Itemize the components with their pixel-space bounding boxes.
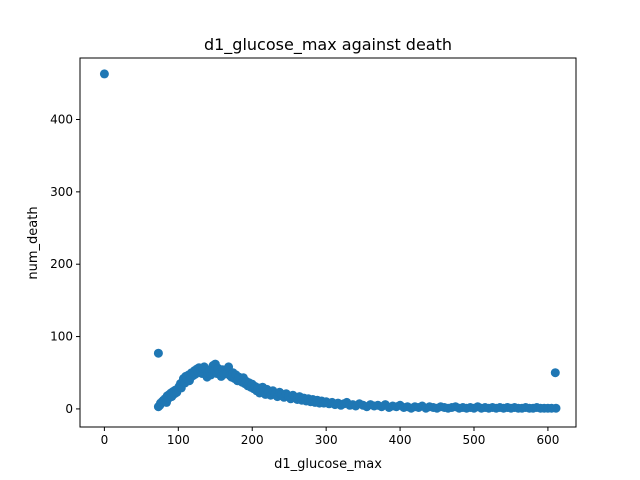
points-layer [99,69,561,413]
x-tick-label: 400 [389,433,412,447]
y-tick-label: 300 [50,185,73,199]
data-point [550,368,560,378]
x-tick-label: 500 [463,433,486,447]
data-point [153,348,163,358]
y-axis-ticks: 0 100 200 300 400 [50,113,80,416]
x-tick-label: 100 [167,433,190,447]
x-axis-label: d1_glucose_max [274,457,382,472]
x-tick-label: 200 [241,433,264,447]
y-tick-label: 400 [50,113,73,127]
y-tick-label: 100 [50,330,73,344]
axes-frame [79,57,577,428]
chart-title: d1_glucose_max against death [204,35,452,55]
y-tick-label: 200 [50,257,73,271]
data-point [99,69,109,79]
x-tick-label: 300 [315,433,338,447]
x-tick-label: 600 [536,433,559,447]
x-axis-ticks: 0 100 200 300 400 500 600 [101,427,559,447]
plot-area [79,57,577,428]
x-tick-label: 0 [101,433,109,447]
y-axis-label: num_death [26,206,41,279]
data-point [547,403,557,413]
y-tick-label: 0 [65,402,73,416]
